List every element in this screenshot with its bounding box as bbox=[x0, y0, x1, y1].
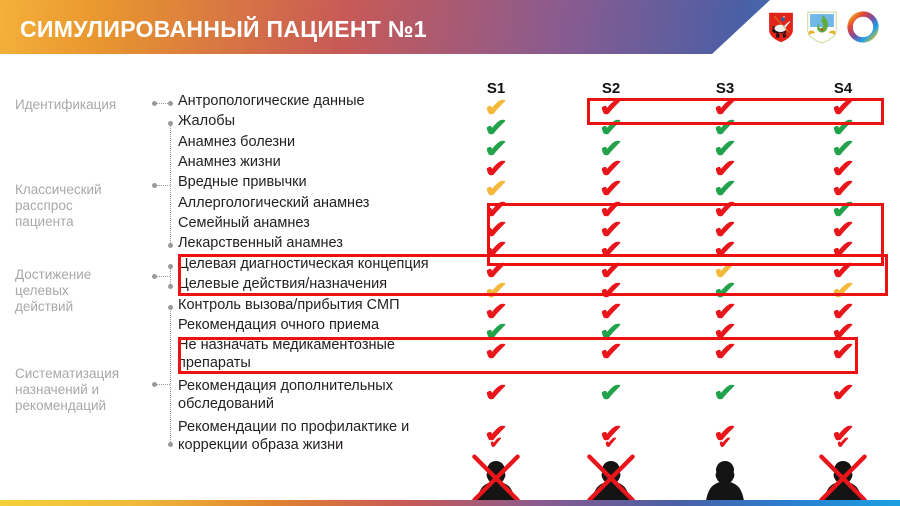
svg-text:✔: ✔ bbox=[604, 434, 618, 452]
svg-text:✔: ✔ bbox=[489, 434, 503, 452]
svg-text:✔: ✔ bbox=[718, 434, 732, 452]
svg-text:✔: ✔ bbox=[836, 434, 850, 452]
